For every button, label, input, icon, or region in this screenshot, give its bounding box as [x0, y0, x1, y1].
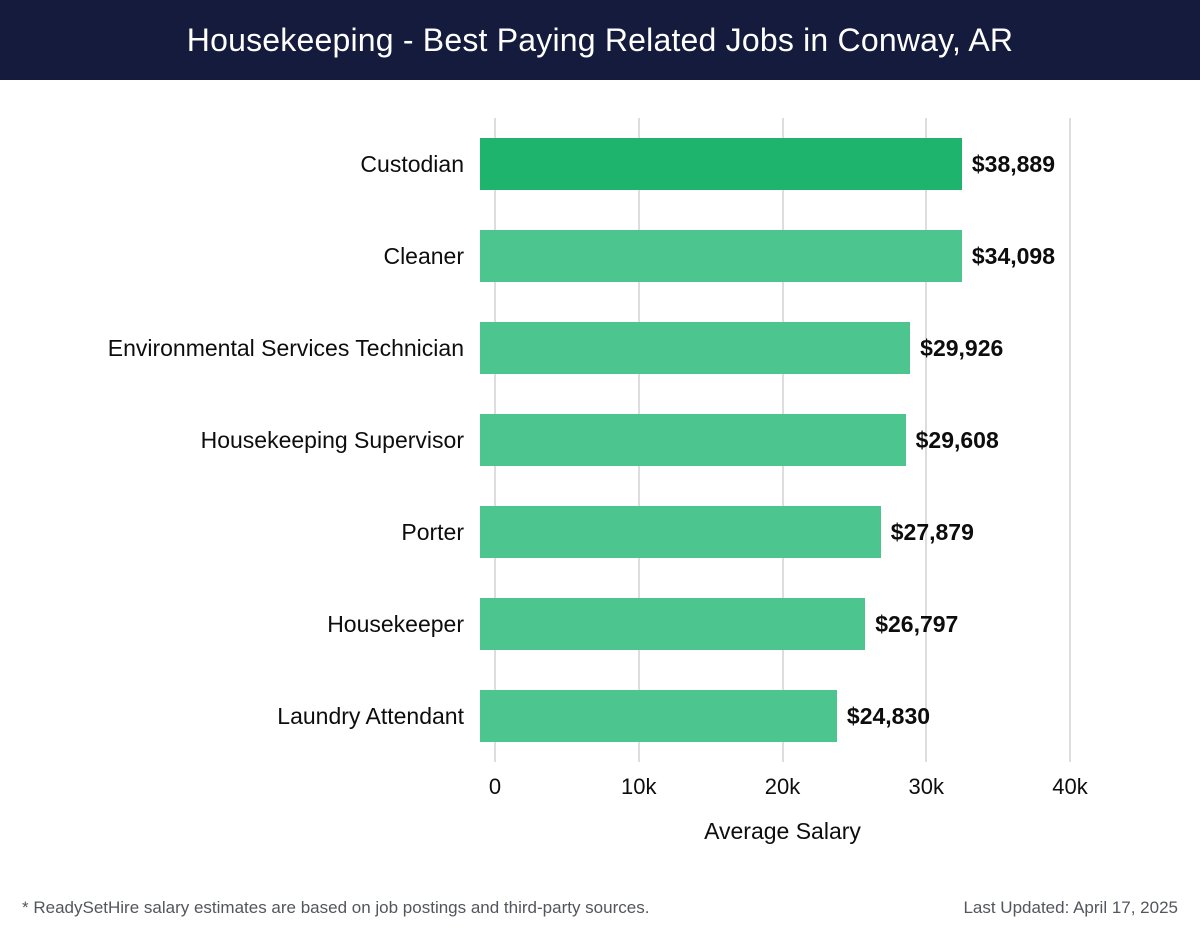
footer-last-updated: Last Updated: April 17, 2025	[963, 898, 1178, 917]
bar-category-label: Porter	[401, 518, 464, 545]
chart-title: Housekeeping - Best Paying Related Jobs …	[186, 21, 1014, 58]
bar-category-label: Custodian	[360, 150, 464, 177]
bar-row: Porter $27,879	[0, 486, 1200, 578]
bar[interactable]	[480, 414, 906, 466]
bar-value-label: $24,830	[846, 702, 931, 729]
x-axis: 0 10k 20k 30k 40k	[489, 768, 1088, 804]
bar-row: Housekeeping Supervisor $29,608	[0, 394, 1200, 486]
bar-value-label: $29,926	[920, 334, 1004, 361]
chart-footer: * ReadySetHire salary estimates are base…	[0, 888, 1200, 940]
plot-area: Custodian $38,889 Cleaner $34,098 Enviro…	[0, 118, 1200, 762]
gridline	[925, 118, 928, 762]
bar-track: $29,926	[480, 302, 1055, 394]
bar-value-label: $27,879	[890, 518, 974, 545]
bar[interactable]	[480, 506, 881, 558]
bar[interactable]	[480, 138, 962, 190]
x-axis-label: Average Salary	[704, 818, 861, 844]
bar-track: $29,608	[480, 394, 1055, 486]
bar-category-label: Housekeeping Supervisor	[200, 426, 464, 453]
bar-category-label: Laundry Attendant	[277, 702, 464, 729]
bar-row: Environmental Services Technician $29,92…	[0, 302, 1200, 394]
footer-note: * ReadySetHire salary estimates are base…	[22, 898, 650, 917]
bar[interactable]	[480, 322, 911, 374]
bar-row: Housekeeper $26,797	[0, 578, 1200, 670]
bar-rows: Custodian $38,889 Cleaner $34,098 Enviro…	[0, 118, 1200, 762]
bar-value-label: $29,608	[915, 426, 999, 453]
bar-category-label: Cleaner	[383, 242, 464, 269]
chart-header: Housekeeping - Best Paying Related Jobs …	[0, 0, 1200, 80]
x-tick-label: 30k	[908, 774, 944, 799]
x-tick-label: 0	[488, 774, 502, 799]
bar-track: $34,098	[480, 210, 1055, 302]
bar-track: $24,830	[480, 670, 1055, 762]
gridline	[1069, 118, 1071, 762]
bar-value-label: $34,098	[971, 242, 1055, 269]
bar-track: $26,797	[480, 578, 1055, 670]
bar[interactable]	[480, 230, 962, 282]
bar-category-label: Environmental Services Technician	[107, 334, 464, 361]
bar-value-label: $26,797	[875, 610, 959, 637]
x-tick-label: 40k	[1052, 774, 1088, 799]
bar-track: $38,889	[480, 118, 1055, 210]
bar-value-label: $38,889	[971, 150, 1055, 177]
x-tick-label: 20k	[764, 774, 801, 799]
bar-track: $27,879	[480, 486, 1055, 578]
bar-row: Cleaner $34,098	[0, 210, 1200, 302]
bar-chart: Custodian $38,889 Cleaner $34,098 Enviro…	[0, 80, 1200, 888]
bar[interactable]	[480, 598, 866, 650]
bar-row: Custodian $38,889	[0, 118, 1200, 210]
bar[interactable]	[480, 690, 837, 742]
x-tick-label: 10k	[621, 774, 657, 799]
bar-category-label: Housekeeper	[327, 610, 464, 637]
bar-row: Laundry Attendant $24,830	[0, 670, 1200, 762]
